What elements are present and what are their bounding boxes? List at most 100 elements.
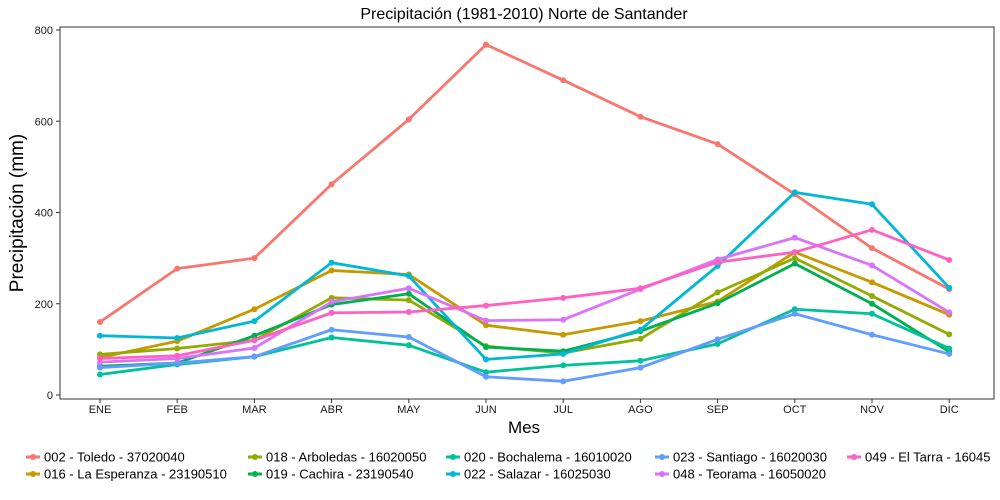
data-point: [97, 371, 103, 378]
legend-label: 019 - Cachira - 23190540: [266, 467, 413, 482]
data-point: [946, 350, 953, 357]
x-tick-label: SEP: [707, 404, 729, 416]
legend-marker: [252, 454, 258, 460]
data-point: [869, 300, 875, 307]
series-line: [98, 191, 951, 361]
y-tick-label: 400: [35, 208, 53, 220]
data-point: [405, 272, 412, 279]
data-point: [946, 331, 953, 338]
plot-panel: [59, 26, 995, 400]
data-point: [560, 378, 567, 385]
data-point: [328, 181, 335, 188]
data-point: [405, 334, 412, 341]
data-point: [174, 352, 181, 359]
legend-marker: [450, 454, 456, 460]
data-point: [560, 316, 567, 323]
x-tick-label: NOV: [860, 404, 885, 416]
data-point: [560, 331, 567, 338]
legend-label: 048 - Teorama - 16050020: [673, 467, 826, 482]
data-point: [791, 310, 798, 317]
data-point: [560, 294, 567, 301]
legend-label: 016 - La Esperanza - 23190510: [44, 467, 227, 482]
data-point: [791, 189, 798, 196]
data-point: [483, 356, 489, 363]
data-point: [637, 357, 644, 364]
data-point: [405, 342, 412, 349]
data-point: [97, 364, 103, 371]
legend-label: 018 - Arboledas - 16020050: [266, 450, 426, 465]
legend: 002 - Toledo - 37020040 018 - Arboledas -…: [26, 450, 991, 482]
data-point: [791, 306, 798, 313]
legend-item: 023 - Santiago - 16020030: [655, 450, 827, 465]
legend-marker: [30, 454, 36, 460]
data-point: [714, 259, 721, 266]
data-point: [328, 298, 335, 305]
data-point: [791, 249, 798, 256]
data-point: [174, 334, 181, 341]
data-point: [637, 113, 644, 120]
data-point: [946, 345, 953, 352]
data-point: [483, 302, 489, 309]
legend-label: 049 - El Tarra - 16045: [865, 450, 991, 465]
y-tick-label: 600: [35, 116, 53, 128]
data-point: [946, 256, 953, 263]
data-point: [483, 373, 489, 380]
series-line: [98, 250, 951, 359]
series-line: [98, 312, 951, 383]
legend-marker: [30, 471, 36, 477]
data-point: [405, 285, 412, 292]
data-point: [714, 141, 721, 148]
data-point: [328, 259, 335, 266]
data-point: [251, 332, 258, 339]
data-point: [405, 290, 412, 297]
data-point: [405, 116, 412, 123]
data-point: [714, 336, 721, 343]
data-point: [328, 267, 335, 274]
data-point: [869, 245, 875, 252]
series-group: [97, 226, 953, 362]
legend-item: 020 - Bochalema - 16010020: [446, 450, 632, 465]
data-point: [97, 355, 103, 362]
x-tick-label: AGO: [628, 404, 653, 416]
data-point: [637, 364, 644, 371]
legend-marker: [252, 471, 258, 477]
data-point: [328, 334, 335, 341]
data-point: [714, 340, 721, 347]
legend-marker: [659, 454, 665, 460]
data-point: [251, 255, 258, 262]
y-tick-label: 200: [35, 299, 53, 311]
x-tick-label: MAY: [397, 404, 421, 416]
data-point: [174, 265, 181, 272]
data-point: [869, 279, 875, 286]
legend-item: 048 - Teorama - 16050020: [655, 467, 826, 482]
data-point: [637, 285, 644, 292]
series-group: [97, 310, 953, 385]
data-point: [869, 331, 875, 338]
data-point: [97, 351, 103, 358]
data-point: [869, 310, 875, 317]
data-point: [791, 260, 798, 267]
data-point: [328, 294, 335, 301]
data-point: [637, 318, 644, 325]
legend-label: 020 - Bochalema - 16010020: [464, 450, 632, 465]
data-point: [560, 350, 567, 357]
y-axis-title: Precipitación (mm): [7, 134, 28, 292]
data-point: [328, 326, 335, 333]
x-tick-label: JUN: [475, 404, 496, 416]
legend-label: 022 - Salazar - 16025030: [464, 467, 611, 482]
data-point: [560, 77, 567, 84]
series-layer: [97, 41, 953, 385]
data-point: [791, 234, 798, 241]
data-point: [560, 362, 567, 369]
x-tick-label: ENE: [89, 404, 112, 416]
data-point: [714, 300, 721, 307]
x-axis: ENE FEB MAR ABR MAY JUN JUL AGO SEP OCT NOV DIC: [89, 399, 959, 416]
y-tick-label: 800: [35, 25, 53, 37]
data-point: [483, 317, 489, 324]
series-line: [98, 228, 951, 360]
data-point: [174, 360, 181, 367]
legend-marker: [659, 471, 665, 477]
x-tick-label: ABR: [320, 404, 343, 416]
x-tick-label: OCT: [783, 404, 807, 416]
